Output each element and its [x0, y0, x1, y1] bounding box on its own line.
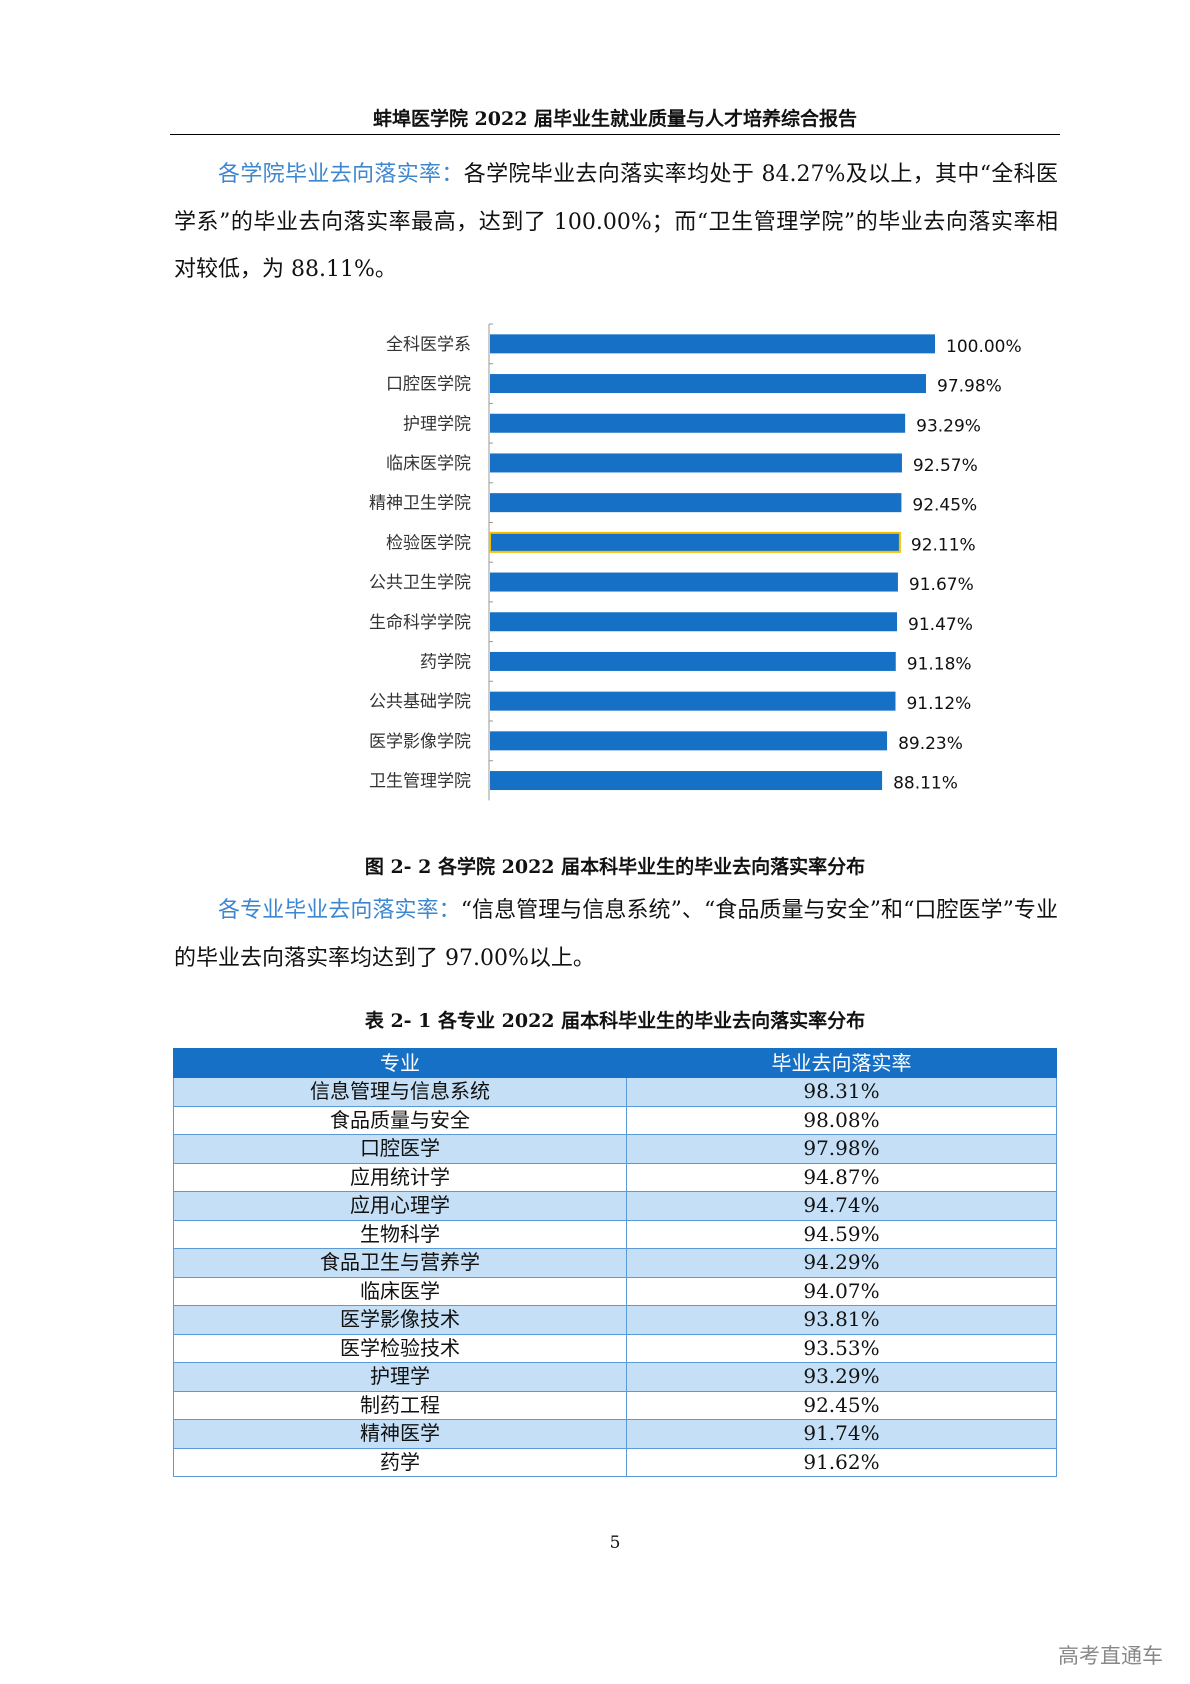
data-label: 88.11%: [893, 774, 958, 794]
table-row: 医学检验技术 93.53%: [173, 1333, 1058, 1363]
category-label: 卫生管理学院: [369, 772, 471, 792]
data-label: 91.67%: [909, 575, 974, 595]
major-cell: 生物科学: [173, 1219, 627, 1249]
bar: [490, 572, 898, 592]
data-label: 91.12%: [906, 694, 971, 714]
data-label: 100.00%: [946, 337, 1022, 357]
table-row: 食品卫生与营养学 94.29%: [173, 1248, 1058, 1278]
data-label: 92.11%: [911, 535, 976, 555]
column-header-rate: 毕业去向落实率: [625, 1048, 1058, 1078]
table-row: 精神医学 91.74%: [173, 1419, 1058, 1449]
data-label: 93.29%: [916, 416, 981, 436]
page-number: 5: [609, 1533, 621, 1553]
table-caption: 表 2- 1 各专业 2022 届本科毕业生的毕业去向落实率分布: [364, 1010, 866, 1032]
category-label: 药学院: [420, 652, 471, 672]
figure-caption: 图 2- 2 各学院 2022 届本科毕业生的毕业去向落实率分布: [364, 856, 866, 878]
paragraph-text: “信息管理与信息系统”、“食品质量与安全”和“口腔医学”专业的毕业去向落实率均达…: [174, 898, 1058, 971]
paragraph-lead: 各学院毕业去向落实率：: [218, 162, 464, 187]
table-row: 护理学 93.29%: [173, 1362, 1058, 1392]
major-cell: 护理学: [173, 1362, 627, 1392]
bar: [490, 413, 906, 433]
rate-cell: 94.59%: [625, 1219, 1058, 1249]
data-label: 91.18%: [907, 654, 972, 674]
category-label: 精神卫生学院: [369, 494, 471, 514]
major-cell: 医学影像技术: [173, 1305, 627, 1335]
paragraph-lead: 各专业毕业去向落实率：: [218, 898, 461, 923]
watermark: 高考直通车: [1058, 1644, 1163, 1668]
major-cell: 食品质量与安全: [173, 1105, 627, 1135]
rate-cell: 93.53%: [625, 1333, 1058, 1363]
table-row: 食品质量与安全 98.08%: [173, 1105, 1058, 1135]
rate-cell: 98.31%: [625, 1077, 1058, 1107]
column-header-major: 专业: [173, 1048, 627, 1078]
table-row: 生物科学 94.59%: [173, 1219, 1058, 1249]
college-rate-bar-chart: 全科医学系 100.00% 口腔医学院 97.98% 护理学院 93.29% 临床医学院 92…: [369, 323, 1022, 801]
table-row: 应用心理学 94.74%: [173, 1191, 1058, 1221]
running-header: 蚌埠医学院 2022 届毕业生就业质量与人才培养综合报告: [372, 108, 858, 130]
rate-cell: 94.87%: [625, 1162, 1058, 1192]
data-label: 89.23%: [898, 734, 963, 754]
major-cell: 医学检验技术: [173, 1333, 627, 1363]
major-rate-table: 专业 毕业去向落实率 信息管理与信息系统 98.31% 食品质量与安全 98.08% 口腔…: [173, 1048, 1058, 1477]
major-cell: 临床医学: [173, 1276, 627, 1306]
rate-cell: 92.45%: [625, 1390, 1058, 1420]
table-row: 应用统计学 94.87%: [173, 1162, 1058, 1192]
rate-cell: 93.81%: [625, 1305, 1058, 1335]
bar: [490, 334, 935, 354]
category-label: 公共基础学院: [369, 692, 471, 712]
table-row: 制药工程 92.45%: [173, 1390, 1058, 1420]
paragraph-major-rates: 各专业毕业去向落实率：“信息管理与信息系统”、“食品质量与安全”和“口腔医学”专…: [174, 887, 1058, 982]
bar: [490, 493, 902, 513]
table-row: 药学 91.62%: [173, 1447, 1058, 1477]
bar: [490, 691, 896, 711]
bar: [490, 374, 927, 394]
paragraph-text: 各学院毕业去向落实率均处于 84.27%及以上，其中“全科医学系”的毕业去向落实…: [174, 162, 1058, 282]
table-row: 口腔医学 97.98%: [173, 1134, 1058, 1164]
bar: [490, 612, 898, 632]
major-cell: 精神医学: [173, 1419, 627, 1449]
category-label: 检验医学院: [386, 533, 471, 553]
bar: [490, 731, 888, 751]
rate-cell: 91.62%: [625, 1447, 1058, 1477]
rate-cell: 94.74%: [625, 1191, 1058, 1221]
bar: [490, 453, 902, 473]
bar: [490, 771, 883, 791]
bar: [489, 531, 901, 553]
rate-cell: 93.29%: [625, 1362, 1058, 1392]
major-cell: 应用统计学: [173, 1162, 627, 1192]
rate-cell: 91.74%: [625, 1419, 1058, 1449]
major-cell: 信息管理与信息系统: [173, 1077, 627, 1107]
category-label: 生命科学学院: [369, 613, 471, 633]
category-label: 护理学院: [403, 414, 471, 434]
table-row: 临床医学 94.07%: [173, 1276, 1058, 1306]
paragraph-college-rates: 各学院毕业去向落实率：各学院毕业去向落实率均处于 84.27%及以上，其中“全科…: [174, 151, 1058, 294]
major-cell: 口腔医学: [173, 1134, 627, 1164]
data-label: 92.45%: [912, 496, 977, 516]
major-cell: 制药工程: [173, 1390, 627, 1420]
table-row: 信息管理与信息系统 98.31%: [173, 1077, 1058, 1107]
major-cell: 食品卫生与营养学: [173, 1248, 627, 1278]
category-label: 公共卫生学院: [369, 573, 471, 593]
data-label: 97.98%: [937, 377, 1002, 397]
rate-cell: 94.29%: [625, 1248, 1058, 1278]
major-cell: 应用心理学: [173, 1191, 627, 1221]
category-label: 口腔医学院: [386, 375, 471, 395]
data-label: 91.47%: [908, 615, 973, 635]
rate-cell: 94.07%: [625, 1276, 1058, 1306]
category-label: 医学影像学院: [369, 732, 471, 752]
category-label: 全科医学系: [386, 335, 471, 355]
category-label: 临床医学院: [386, 454, 471, 474]
table-row: 医学影像技术 93.81%: [173, 1305, 1058, 1335]
data-label: 92.57%: [913, 456, 978, 476]
header-rule: [170, 134, 1060, 135]
bar: [490, 651, 896, 671]
rate-cell: 98.08%: [625, 1105, 1058, 1135]
major-cell: 药学: [173, 1447, 627, 1477]
rate-cell: 97.98%: [625, 1134, 1058, 1164]
